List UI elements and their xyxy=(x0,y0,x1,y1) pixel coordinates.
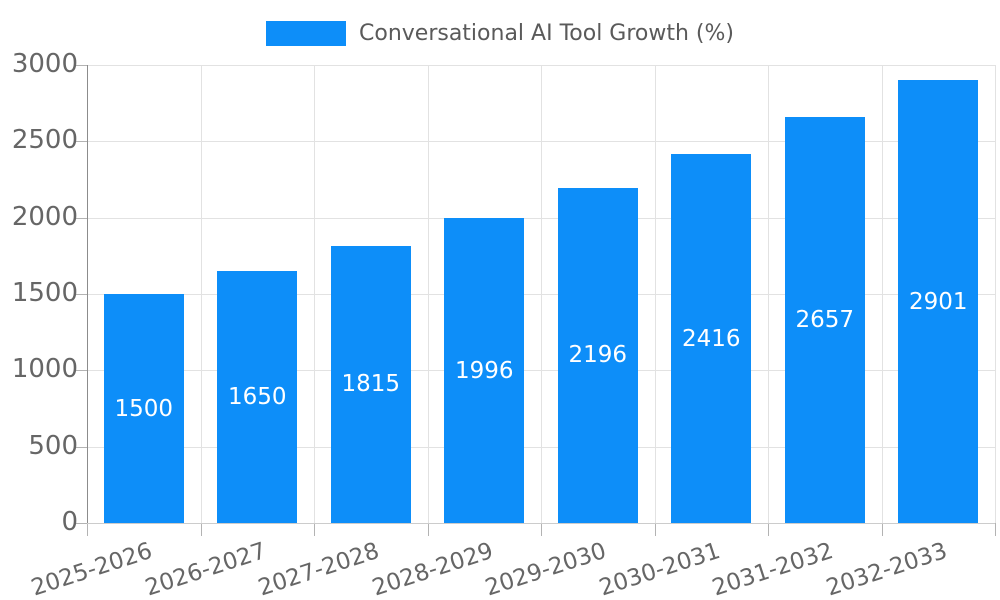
gridline-vertical xyxy=(768,65,769,523)
x-axis-tick xyxy=(541,523,542,536)
y-axis-tick xyxy=(76,446,87,448)
x-tick-label: 2031-2032 xyxy=(709,538,837,600)
bar-value-label: 1500 xyxy=(114,395,174,422)
x-axis-tick xyxy=(654,523,656,536)
y-axis-tick xyxy=(76,294,87,295)
x-axis-tick xyxy=(314,523,315,536)
x-axis-tick xyxy=(427,523,429,536)
y-axis-line xyxy=(87,65,88,523)
bar-value-label: 1815 xyxy=(341,371,401,398)
bar xyxy=(217,271,298,523)
x-tick-label: 2026-2027 xyxy=(142,538,270,600)
gridline-vertical xyxy=(314,65,315,523)
bar-value-label: 2196 xyxy=(568,342,628,369)
x-axis-tick xyxy=(87,523,88,536)
gridline-vertical xyxy=(541,65,542,523)
gridline-vertical xyxy=(881,65,883,523)
y-axis-tick xyxy=(76,523,87,524)
y-tick-label: 2500 xyxy=(11,125,78,156)
bar-value-label: 1650 xyxy=(227,384,287,411)
x-tick-label: 2030-2031 xyxy=(596,538,724,600)
legend[interactable]: Conversational AI Tool Growth (%) xyxy=(0,21,1000,46)
bar xyxy=(444,218,525,523)
x-tick-label: 2032-2033 xyxy=(823,538,951,600)
x-axis-tick xyxy=(200,523,202,536)
x-axis-tick xyxy=(881,523,883,536)
x-tick-label: 2029-2030 xyxy=(482,538,610,600)
bar xyxy=(784,117,865,523)
x-axis-line xyxy=(87,523,995,524)
x-axis-tick xyxy=(995,523,996,536)
legend-label: Conversational AI Tool Growth (%) xyxy=(359,21,734,46)
gridline-vertical xyxy=(654,65,656,523)
x-tick-label: 2028-2029 xyxy=(369,538,497,600)
y-tick-label: 500 xyxy=(28,430,78,461)
bar-value-label: 1996 xyxy=(454,357,514,384)
bar xyxy=(557,187,638,523)
legend-swatch xyxy=(266,21,346,46)
y-axis-tick xyxy=(76,217,87,219)
y-tick-label: 2000 xyxy=(11,201,78,232)
bar xyxy=(330,245,411,523)
x-axis-tick xyxy=(768,523,769,536)
y-axis-tick xyxy=(76,65,87,66)
gridline-vertical xyxy=(200,65,202,523)
bar xyxy=(898,80,979,523)
gridline-vertical xyxy=(427,65,429,523)
bar xyxy=(103,294,184,523)
x-tick-label: 2025-2026 xyxy=(28,538,156,600)
bar-value-label: 2901 xyxy=(908,288,968,315)
bar-value-label: 2657 xyxy=(795,307,855,334)
y-tick-label: 0 xyxy=(61,506,78,537)
bar xyxy=(671,154,752,523)
x-tick-label: 2027-2028 xyxy=(255,538,383,600)
y-axis-tick xyxy=(76,141,87,143)
y-tick-label: 3000 xyxy=(11,48,78,79)
y-tick-label: 1000 xyxy=(11,354,78,385)
y-axis-tick xyxy=(76,370,87,372)
y-tick-label: 1500 xyxy=(11,277,78,308)
bar-value-label: 2416 xyxy=(681,325,741,352)
gridline-vertical xyxy=(995,65,996,523)
